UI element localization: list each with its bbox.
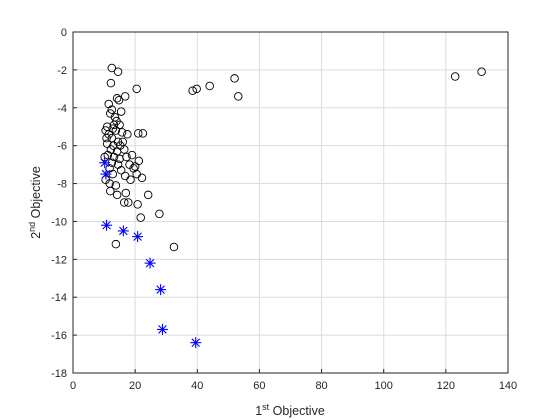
circle-point — [120, 92, 130, 101]
circle-point — [230, 74, 239, 83]
x-tick-label: 20 — [129, 380, 141, 392]
y-tick-label: 0 — [61, 27, 67, 39]
circle-point — [121, 188, 131, 198]
circle-point — [138, 129, 148, 138]
circle-point — [133, 129, 143, 138]
asterisk-point — [144, 257, 156, 269]
x-axis-label: 1st Objective — [255, 402, 325, 418]
x-tick-label: 120 — [437, 380, 455, 392]
circle-point — [117, 128, 127, 137]
circle-series — [100, 63, 486, 252]
circle-point — [111, 181, 121, 190]
circle-point — [113, 67, 123, 77]
circle-point — [124, 198, 133, 207]
circle-point — [136, 213, 145, 222]
circle-point — [114, 95, 124, 105]
circle-point — [109, 120, 119, 130]
x-tick-label: 40 — [191, 380, 203, 392]
asterisk-point — [190, 337, 202, 349]
circle-point — [116, 166, 126, 175]
x-tick-label: 60 — [253, 380, 265, 392]
y-axis-label-base: 2 — [29, 232, 43, 239]
x-tick-label: 100 — [375, 380, 393, 392]
circle-point — [143, 190, 153, 200]
y-tick-label: -4 — [57, 103, 67, 115]
circle-point — [112, 190, 122, 200]
circle-point — [116, 107, 126, 116]
circle-point — [107, 63, 117, 73]
ticks: 0 20 40 60 80 100 120 140 0 -2 -4 -6 -8 -10 -12 -14 -16 -… — [51, 27, 517, 392]
circle-point — [477, 67, 486, 77]
circle-point — [107, 105, 117, 114]
circle-point — [111, 239, 121, 249]
y-axis-label: 2nd Objective — [27, 166, 43, 239]
circle-point — [192, 84, 201, 94]
x-tick-label: 80 — [315, 380, 327, 392]
y-tick-label: -16 — [51, 330, 67, 342]
data-marks — [99, 63, 486, 349]
circle-point — [109, 152, 119, 162]
circle-point — [126, 175, 135, 185]
asterisk-series — [99, 157, 202, 349]
circle-point — [169, 242, 179, 252]
circle-point — [127, 150, 137, 160]
circle-point — [106, 78, 116, 88]
circle-point — [120, 198, 129, 207]
x-axis-label-rest: Objective — [269, 404, 325, 418]
y-axis-label-rest: Objective — [29, 166, 43, 222]
plot-frame — [72, 31, 509, 374]
x-tick-label: 0 — [70, 380, 76, 392]
circle-point — [137, 173, 147, 183]
asterisk-point — [100, 168, 112, 180]
y-tick-label: -12 — [51, 254, 67, 266]
circle-point — [120, 145, 129, 154]
y-tick-label: -10 — [51, 216, 67, 228]
y-tick-label: -14 — [51, 292, 67, 304]
circle-point — [188, 86, 197, 95]
x-axis-label-sup: st — [262, 402, 270, 412]
circle-point — [112, 94, 122, 103]
circle-point — [132, 84, 141, 94]
circle-point — [205, 81, 214, 91]
y-tick-label: -6 — [57, 141, 67, 153]
circle-point — [123, 130, 132, 139]
circle-point — [102, 133, 111, 143]
circle-point — [122, 152, 131, 162]
x-axis-label-base: 1 — [255, 404, 262, 418]
asterisk-point — [101, 219, 113, 231]
circle-point — [155, 209, 164, 219]
asterisk-point — [156, 323, 168, 335]
y-tick-label: -2 — [57, 65, 67, 77]
y-tick-label: -18 — [51, 368, 67, 380]
circle-point — [133, 200, 142, 209]
circle-point — [111, 126, 121, 135]
y-tick-label: -8 — [57, 179, 67, 191]
circle-point — [134, 156, 144, 166]
plot-area — [73, 32, 508, 373]
asterisk-point — [155, 284, 167, 296]
y-axis-label-sup: nd — [27, 222, 37, 232]
x-tick-label: 140 — [499, 380, 517, 392]
circle-point — [234, 92, 243, 101]
asterisk-point — [132, 231, 144, 243]
asterisk-point — [99, 157, 111, 169]
asterisk-point — [117, 225, 129, 237]
circle-point — [450, 72, 460, 81]
